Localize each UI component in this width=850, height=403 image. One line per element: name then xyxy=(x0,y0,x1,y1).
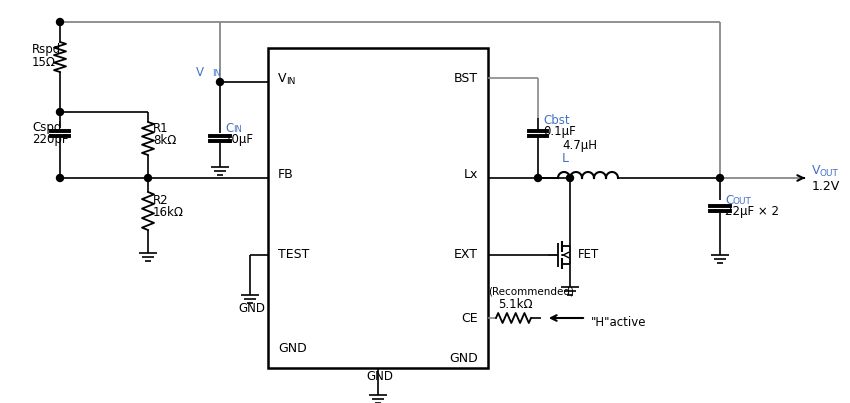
Text: V: V xyxy=(196,66,204,79)
Text: V: V xyxy=(278,71,286,85)
Text: IN: IN xyxy=(212,69,221,79)
Text: FET: FET xyxy=(578,249,599,262)
Text: BST: BST xyxy=(454,71,478,85)
Text: FB: FB xyxy=(278,168,294,181)
Text: "H"active: "H"active xyxy=(591,316,647,330)
Text: Cbst: Cbst xyxy=(543,114,570,127)
Text: Cspd: Cspd xyxy=(32,121,61,135)
Text: OUT: OUT xyxy=(733,197,752,206)
Text: L: L xyxy=(562,152,569,164)
Text: C: C xyxy=(725,193,734,206)
Text: GND: GND xyxy=(238,301,265,314)
Text: (Recommended): (Recommended) xyxy=(488,287,574,297)
Text: R2: R2 xyxy=(153,193,168,206)
Circle shape xyxy=(56,108,64,116)
Text: GND: GND xyxy=(278,341,307,355)
Text: R1: R1 xyxy=(153,121,168,135)
Text: EXT: EXT xyxy=(454,249,478,262)
Text: 5.1kΩ: 5.1kΩ xyxy=(498,299,533,312)
Text: 10μF: 10μF xyxy=(225,133,254,147)
Text: GND: GND xyxy=(366,370,393,382)
Text: IN: IN xyxy=(233,125,242,135)
Text: IN: IN xyxy=(286,77,295,87)
Circle shape xyxy=(144,174,151,181)
Text: 16kΩ: 16kΩ xyxy=(153,206,184,218)
Text: 1.2V: 1.2V xyxy=(812,179,841,193)
Circle shape xyxy=(56,19,64,25)
Text: Lx: Lx xyxy=(463,168,478,181)
Circle shape xyxy=(717,174,723,181)
Text: 15Ω: 15Ω xyxy=(32,56,56,69)
Text: C: C xyxy=(225,121,233,135)
Text: 4.7μH: 4.7μH xyxy=(562,139,597,152)
Text: GND: GND xyxy=(450,351,478,364)
Bar xyxy=(268,48,488,368)
Text: Rspd: Rspd xyxy=(32,44,61,56)
Text: 8kΩ: 8kΩ xyxy=(153,133,176,147)
Text: OUT: OUT xyxy=(820,168,839,177)
Text: 0.1μF: 0.1μF xyxy=(543,125,575,139)
Circle shape xyxy=(535,174,541,181)
Circle shape xyxy=(56,174,64,181)
Text: 22μF × 2: 22μF × 2 xyxy=(725,206,779,218)
Circle shape xyxy=(217,79,224,85)
Circle shape xyxy=(566,174,574,181)
Text: V: V xyxy=(812,164,820,177)
Text: CE: CE xyxy=(462,312,478,324)
Text: TEST: TEST xyxy=(278,249,309,262)
Text: 220pF: 220pF xyxy=(32,133,69,147)
